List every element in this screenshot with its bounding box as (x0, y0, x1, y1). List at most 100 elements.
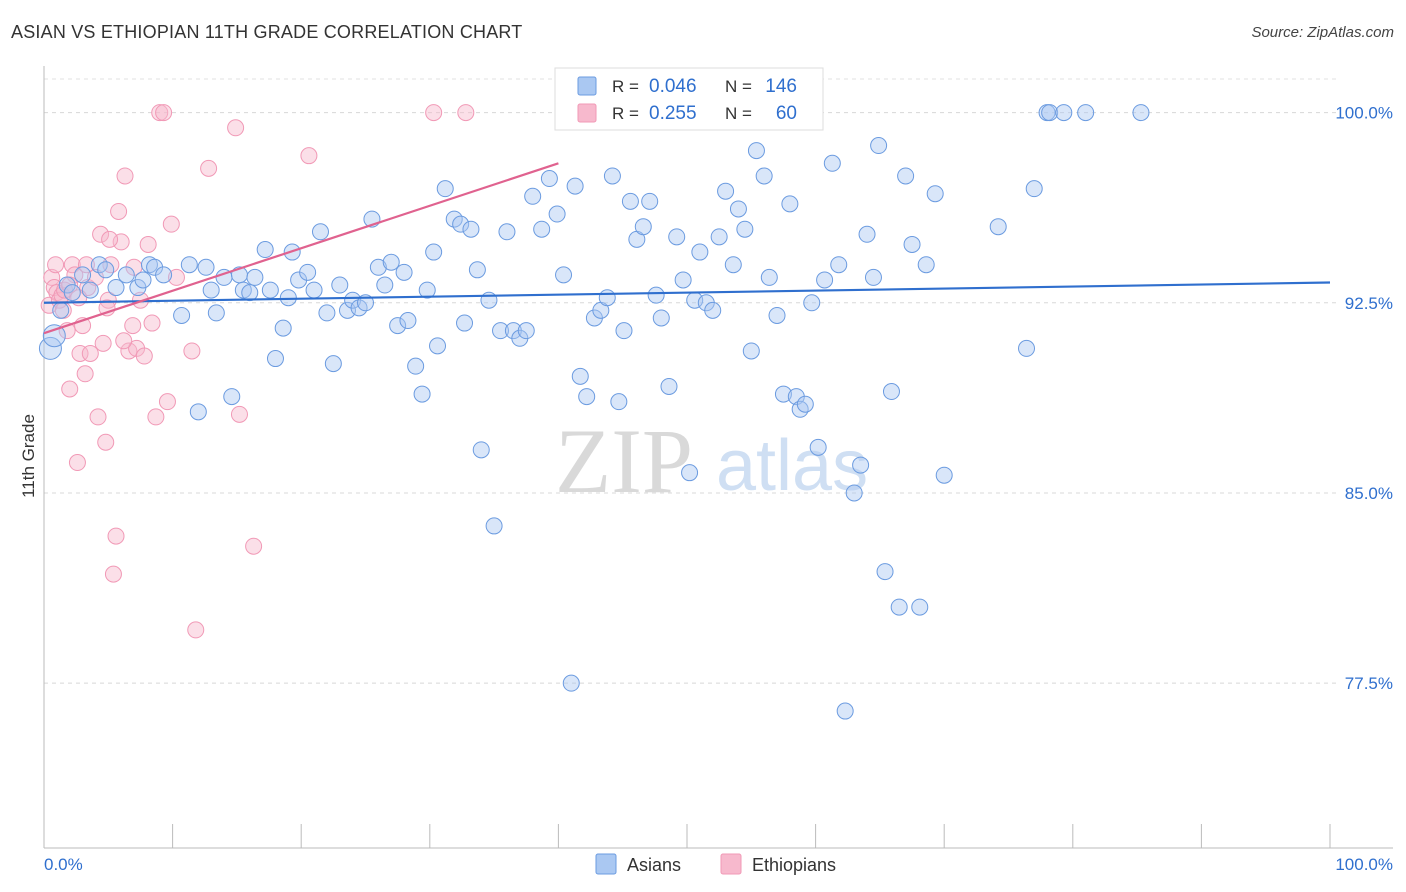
ethiopian-point (151, 104, 169, 122)
asian-point (492, 322, 510, 340)
asian-point (223, 388, 241, 406)
asian-point (760, 268, 778, 286)
ethiopian-point (101, 230, 119, 248)
asian-point (134, 271, 152, 289)
ethiopians-trend-line (43, 162, 559, 335)
asian-point (755, 167, 773, 185)
asian-point (729, 200, 747, 218)
asian-point (324, 355, 342, 373)
grid-lines (44, 78, 1340, 684)
asian-point (652, 309, 670, 327)
watermark-zip: ZIP (555, 410, 693, 512)
ethiopian-point (230, 405, 248, 423)
asian-point (42, 324, 66, 348)
asian-point (399, 312, 417, 330)
ethiopian-point (457, 104, 475, 122)
asian-point (63, 284, 81, 302)
asian-point (533, 220, 551, 238)
asian-point (610, 393, 628, 411)
asian-point (668, 228, 686, 246)
ethiopian-point (76, 365, 94, 383)
asian-point (241, 284, 259, 302)
stats-legend: R = 0.046 N = 146 R = 0.255 N = 60 (554, 67, 824, 131)
asian-point (429, 337, 447, 355)
ethiopian-point (245, 537, 263, 555)
stats-r-value: 0.046 (649, 76, 697, 97)
asian-point (311, 223, 329, 241)
asian-point (781, 195, 799, 213)
asian-point (555, 266, 573, 284)
asian-point (418, 281, 436, 299)
ethiopian-point (92, 225, 110, 243)
stats-n-label: N = (725, 104, 752, 123)
ethiopian-point (425, 104, 443, 122)
ethiopian-point (167, 268, 185, 286)
asian-point (903, 235, 921, 253)
watermark-atlas: atlas (716, 426, 868, 506)
asian-point (517, 322, 535, 340)
ethiopian-point (124, 317, 142, 335)
asian-point (97, 261, 115, 279)
asian-point (911, 598, 929, 616)
ethiopian-point (147, 408, 165, 426)
asian-point (747, 142, 765, 160)
ethiopian-point (63, 256, 81, 274)
asian-point (926, 185, 944, 203)
ethiopian-point (68, 454, 86, 472)
stats-n-value: 60 (776, 103, 797, 124)
ethiopian-point (183, 342, 201, 360)
ethiopian-point (115, 332, 133, 350)
asian-point (566, 177, 584, 195)
asian-point (803, 294, 821, 312)
ethiopian-point (71, 344, 89, 362)
asian-point (704, 301, 722, 319)
asian-point (155, 266, 173, 284)
asian-point (261, 281, 279, 299)
asian-point (189, 403, 207, 421)
asians-points (38, 104, 1150, 720)
asian-point (107, 279, 125, 297)
stats-n-value: 146 (765, 76, 797, 97)
asian-point (774, 385, 792, 403)
bottom-legend: Asians Ethiopians (595, 853, 836, 875)
y-tick-label: 77.5% (1345, 674, 1393, 693)
asian-point (38, 336, 62, 360)
asian-point (562, 674, 580, 692)
ethiopian-point (200, 159, 218, 177)
asian-point (202, 281, 220, 299)
asian-point (870, 137, 888, 155)
stats-box (554, 67, 824, 131)
asian-point (882, 383, 900, 401)
ethiopian-point (116, 167, 134, 185)
stats-n-label: N = (725, 77, 752, 96)
asian-point (279, 289, 297, 307)
ethiopian-point (155, 104, 173, 122)
asian-point (660, 377, 678, 395)
asian-point (598, 289, 616, 307)
ethiopian-point (227, 119, 245, 137)
asian-point (318, 304, 336, 322)
ethiopian-point (139, 235, 157, 253)
asians-trend-line (43, 281, 1331, 304)
asian-point (299, 263, 317, 281)
asian-point (1041, 104, 1059, 122)
asian-point (809, 438, 827, 456)
asian-point (823, 154, 841, 172)
asian-point (634, 218, 652, 236)
asian-point (485, 517, 503, 535)
asian-point (395, 263, 413, 281)
asian-point (266, 350, 284, 368)
asian-point (413, 385, 431, 403)
asian-point (173, 306, 191, 324)
stats-r-label: R = (612, 77, 639, 96)
asian-point (647, 286, 665, 304)
asian-point (540, 170, 558, 188)
watermark: ZIP atlas (555, 410, 868, 512)
asian-point (816, 271, 834, 289)
asian-point (864, 268, 882, 286)
stats-r-label: R = (612, 104, 639, 123)
asian-point (989, 218, 1007, 236)
source-credit: Source: ZipAtlas.com (1251, 24, 1394, 41)
trend-lines (43, 162, 1331, 335)
asian-point (890, 598, 908, 616)
